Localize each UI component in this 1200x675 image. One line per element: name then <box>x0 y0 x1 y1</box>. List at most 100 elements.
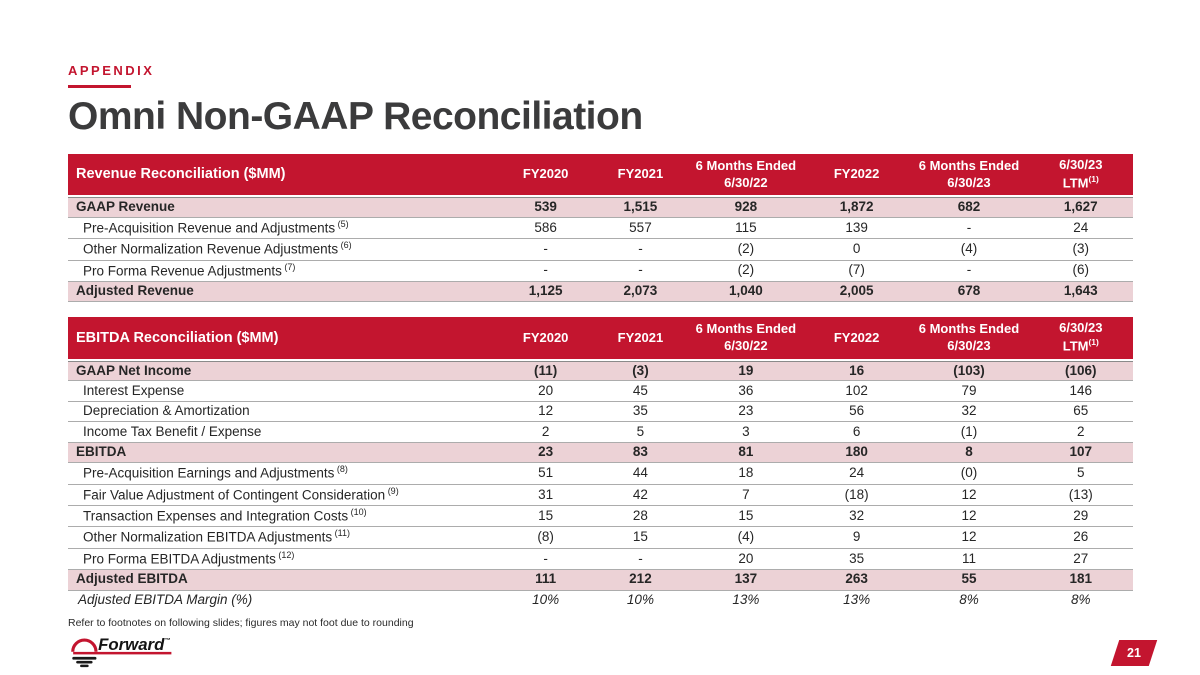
column-header: FY2022 <box>803 317 910 361</box>
eyebrow-underline <box>68 85 131 88</box>
ebitda-table-header-row: EBITDA Reconciliation ($MM) FY2020 FY2021… <box>68 317 1133 361</box>
cell-value: 42 <box>593 485 688 507</box>
cell-value: (7) <box>803 261 910 282</box>
cell-value: 928 <box>687 197 804 218</box>
table-row: Transaction Expenses and Integration Cos… <box>68 506 1133 528</box>
cell-value: (4) <box>909 239 1029 261</box>
cell-value: - <box>593 239 688 261</box>
page-number: 21 <box>1127 646 1141 660</box>
cell-value: 3 <box>687 422 804 443</box>
cell-value: 45 <box>593 381 688 402</box>
column-header: 6 Months Ended 6/30/23 <box>909 154 1029 198</box>
cell-value: 24 <box>803 463 910 485</box>
table-row: Income Tax Benefit / Expense 2 5 3 6 (1) 2 <box>68 422 1133 443</box>
cell-value: 1,040 <box>687 281 804 303</box>
cell-value: 139 <box>803 218 910 240</box>
table-row: Pre-Acquisition Revenue and Adjustments … <box>68 218 1133 240</box>
cell-value: 32 <box>909 402 1029 423</box>
cell-value: 35 <box>593 402 688 423</box>
cell-value: 29 <box>1028 506 1133 528</box>
cell-value: 23 <box>498 442 594 464</box>
cell-value: 28 <box>593 506 688 528</box>
cell-value: 1,627 <box>1028 197 1133 218</box>
cell-value: 8 <box>909 442 1029 464</box>
cell-value: 180 <box>803 442 910 464</box>
cell-value: 2 <box>498 422 594 443</box>
cell-value: (13) <box>1028 485 1133 507</box>
cell-value: 7 <box>687 485 804 507</box>
table-row: Interest Expense 20 45 36 102 79 146 <box>68 381 1133 402</box>
cell-value: 20 <box>687 549 804 571</box>
cell-value: (103) <box>909 360 1029 382</box>
cell-value: 44 <box>593 463 688 485</box>
cell-value: 11 <box>909 549 1029 571</box>
table-row: Adjusted Revenue 1,125 2,073 1,040 2,005 678 1… <box>68 281 1133 303</box>
cell-value: (4) <box>687 527 804 549</box>
row-label: Transaction Expenses and Integration Cos… <box>68 506 499 528</box>
cell-value: 16 <box>803 360 910 382</box>
table-row: Other Normalization EBITDA Adjustments (… <box>68 527 1133 549</box>
cell-value: 23 <box>687 402 804 423</box>
cell-value: 678 <box>909 281 1029 303</box>
cell-value: - <box>498 239 594 261</box>
row-label: Adjusted EBITDA <box>68 570 499 591</box>
cell-value: (18) <box>803 485 910 507</box>
cell-value: 10% <box>532 592 560 608</box>
cell-value: 36 <box>687 381 804 402</box>
table-row: Adjusted EBITDA Margin (%) 10% 10% 13% 13% 8%… <box>68 591 1133 612</box>
column-header: FY2020 <box>498 154 594 198</box>
cell-value: (11) <box>498 360 594 382</box>
cell-value: 12 <box>909 506 1029 528</box>
cell-value: 32 <box>803 506 910 528</box>
row-label: Interest Expense <box>68 381 499 402</box>
row-label: GAAP Net Income <box>68 360 499 382</box>
row-label: GAAP Revenue <box>68 197 499 218</box>
cell-value: 12 <box>909 527 1029 549</box>
cell-value: 20 <box>498 381 594 402</box>
cell-value: 2,073 <box>593 281 688 303</box>
row-label: EBITDA <box>68 442 499 464</box>
row-label: Other Normalization Revenue Adjustments … <box>68 239 499 261</box>
row-label: Income Tax Benefit / Expense <box>68 422 499 443</box>
cell-value: 263 <box>803 570 910 591</box>
cell-value: 51 <box>498 463 594 485</box>
cell-value: - <box>498 549 594 571</box>
cell-value: (6) <box>1028 261 1133 282</box>
cell-value: 56 <box>803 402 910 423</box>
cell-value: 682 <box>909 197 1029 218</box>
cell-value: 55 <box>909 570 1029 591</box>
cell-value: 8% <box>959 592 979 608</box>
cell-value: 15 <box>687 506 804 528</box>
column-header: 6 Months Ended 6/30/22 <box>687 154 804 198</box>
cell-value: - <box>909 261 1029 282</box>
page-title: Omni Non-GAAP Reconciliation <box>68 95 643 138</box>
cell-value: 586 <box>498 218 594 240</box>
revenue-table-header-row: Revenue Reconciliation ($MM) FY2020 FY202… <box>68 154 1133 198</box>
table-row: Pro Forma EBITDA Adjustments (12) - -20 35 1… <box>68 549 1133 571</box>
column-header: FY2020 <box>498 317 594 361</box>
cell-value: 13% <box>732 592 760 608</box>
column-header: 6/30/23 LTM(1) <box>1028 317 1133 361</box>
cell-value: 1,872 <box>803 197 910 218</box>
ebitda-reconciliation-table: EBITDA Reconciliation ($MM) FY2020 FY2021… <box>68 317 1133 611</box>
column-header: 6 Months Ended 6/30/23 <box>909 317 1029 361</box>
cell-value: 19 <box>687 360 804 382</box>
cell-value: 31 <box>498 485 594 507</box>
cell-value: 212 <box>593 570 688 591</box>
row-label: Other Normalization EBITDA Adjustments (… <box>68 527 499 549</box>
cell-value: 24 <box>1028 218 1133 240</box>
cell-value: 2 <box>1028 422 1133 443</box>
table-row: GAAP Revenue 539 1,515 928 1,872 682 1,627 <box>68 197 1133 218</box>
cell-value: 146 <box>1028 381 1133 402</box>
table-row: Other Normalization Revenue Adjustments … <box>68 239 1133 261</box>
forward-logo: Forward™ <box>68 631 1133 674</box>
cell-value: 9 <box>803 527 910 549</box>
cell-value: - <box>498 261 594 282</box>
cell-value: - <box>593 261 688 282</box>
column-header: FY2021 <box>593 317 688 361</box>
ebitda-table-title: EBITDA Reconciliation ($MM) <box>68 317 499 361</box>
cell-value: (3) <box>1028 239 1133 261</box>
cell-value: 81 <box>687 442 804 464</box>
row-label: Adjusted EBITDA Margin (%) <box>78 592 253 608</box>
cell-value: - <box>909 218 1029 240</box>
